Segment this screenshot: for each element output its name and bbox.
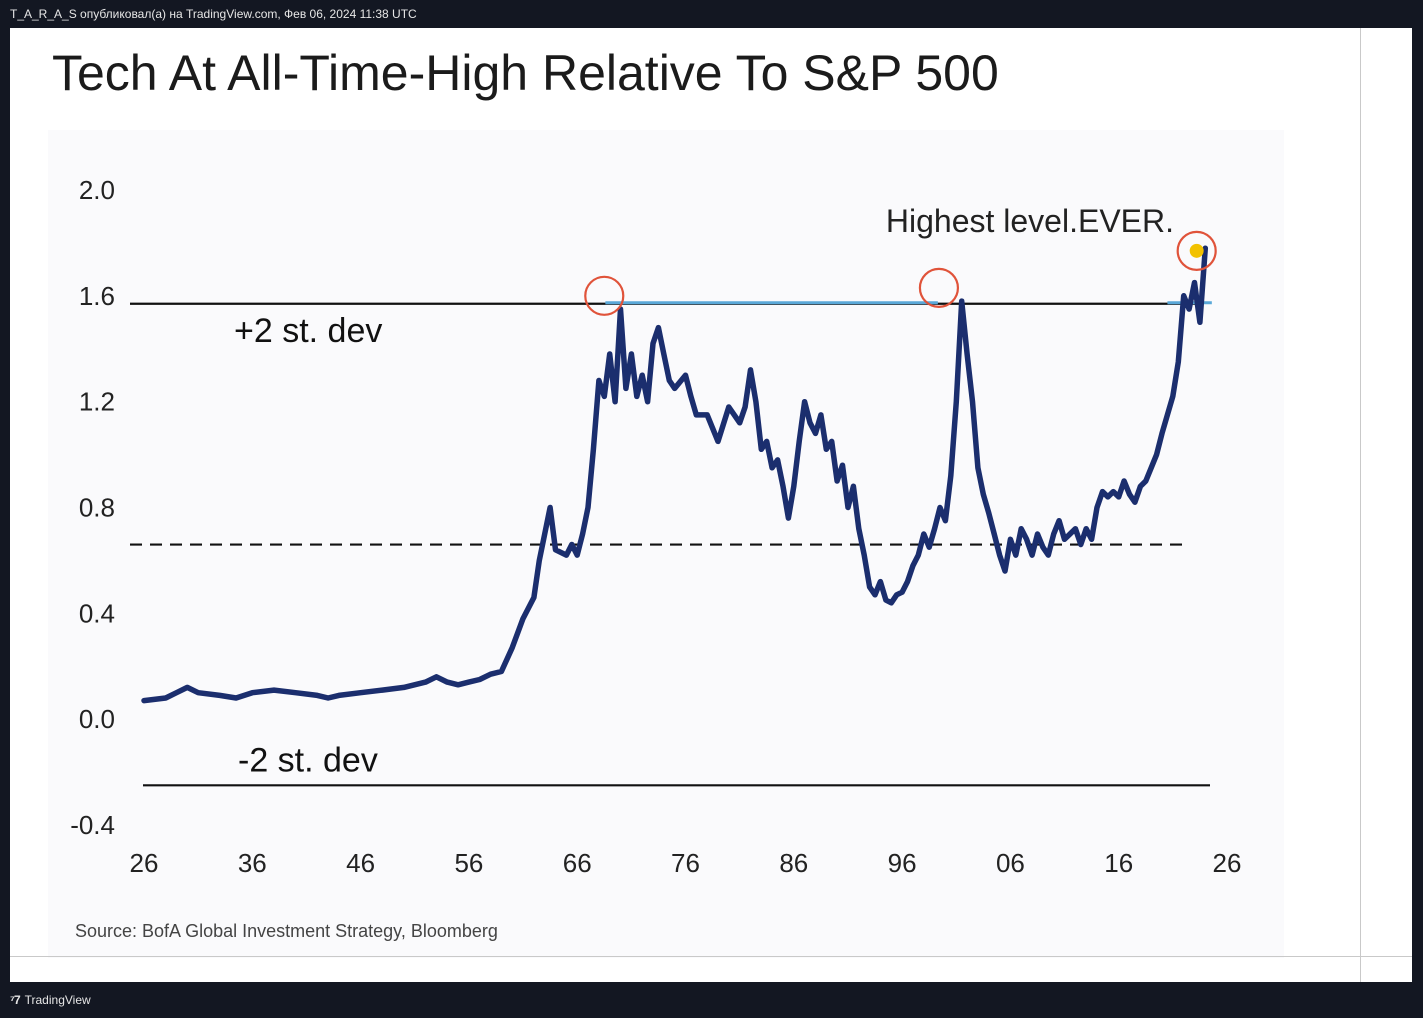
footer-bar: ⁷7 TradingView xyxy=(0,982,1423,1018)
x-tick-label: 86 xyxy=(779,848,808,878)
x-tick-label: 46 xyxy=(346,848,375,878)
highlight-circle xyxy=(584,275,625,316)
x-tick-label: 36 xyxy=(238,848,267,878)
y-tick-label: 0.0 xyxy=(79,704,115,734)
x-tick-label: 26 xyxy=(1213,848,1242,878)
y-tick-label: 0.4 xyxy=(79,598,115,628)
x-tick-label: 26 xyxy=(130,848,159,878)
y-tick-label: -0.4 xyxy=(70,810,115,840)
frame-divider-vertical xyxy=(1360,28,1361,982)
x-tick-label: 66 xyxy=(563,848,592,878)
source-note: Source: BofA Global Investment Strategy,… xyxy=(75,921,498,941)
y-tick-label: 1.6 xyxy=(79,281,115,311)
x-tick-label: 16 xyxy=(1104,848,1133,878)
y-tick-label: 2.0 xyxy=(79,175,115,205)
publish-info: T_A_R_A_S опубликовал(а) на TradingView.… xyxy=(10,7,417,21)
frame-divider-horizontal xyxy=(10,956,1412,957)
tradingview-logo-icon: ⁷7 xyxy=(10,993,21,1007)
x-tick-label: 06 xyxy=(996,848,1025,878)
y-axis-ticks: 2.0 1.6 1.2 0.8 0.4 0.0 -0.4 xyxy=(70,175,115,840)
x-tick-label: 76 xyxy=(671,848,700,878)
tradingview-brand[interactable]: ⁷7 TradingView xyxy=(10,993,91,1007)
y-tick-label: 1.2 xyxy=(79,387,115,417)
x-tick-label: 96 xyxy=(888,848,917,878)
reference-line-label: +2 st. dev xyxy=(234,312,382,350)
highlight-dot xyxy=(1189,243,1204,258)
highlight-circle xyxy=(1176,230,1217,271)
x-axis-ticks: 26 36 46 56 66 76 86 96 06 16 26 xyxy=(130,848,1242,878)
highlight-circles xyxy=(584,230,1217,316)
highlight-circle xyxy=(918,267,960,308)
reference-lines: +2 st. dev -2 st. dev xyxy=(130,301,1212,787)
brand-label: TradingView xyxy=(24,993,91,1007)
annotation-label: Highest level.EVER. xyxy=(886,203,1174,239)
series-line xyxy=(141,245,1209,704)
series-layer xyxy=(141,245,1209,704)
publish-info-bar: T_A_R_A_S опубликовал(а) на TradingView.… xyxy=(0,0,1423,28)
x-tick-label: 56 xyxy=(454,848,483,878)
chart-title: Tech At All-Time-High Relative To S&P 50… xyxy=(52,45,999,101)
chart-labels: Highest level.EVER. Source: BofA Global I… xyxy=(75,203,1174,941)
y-tick-label: 0.8 xyxy=(79,493,115,523)
reference-line-label: -2 st. dev xyxy=(238,741,378,779)
